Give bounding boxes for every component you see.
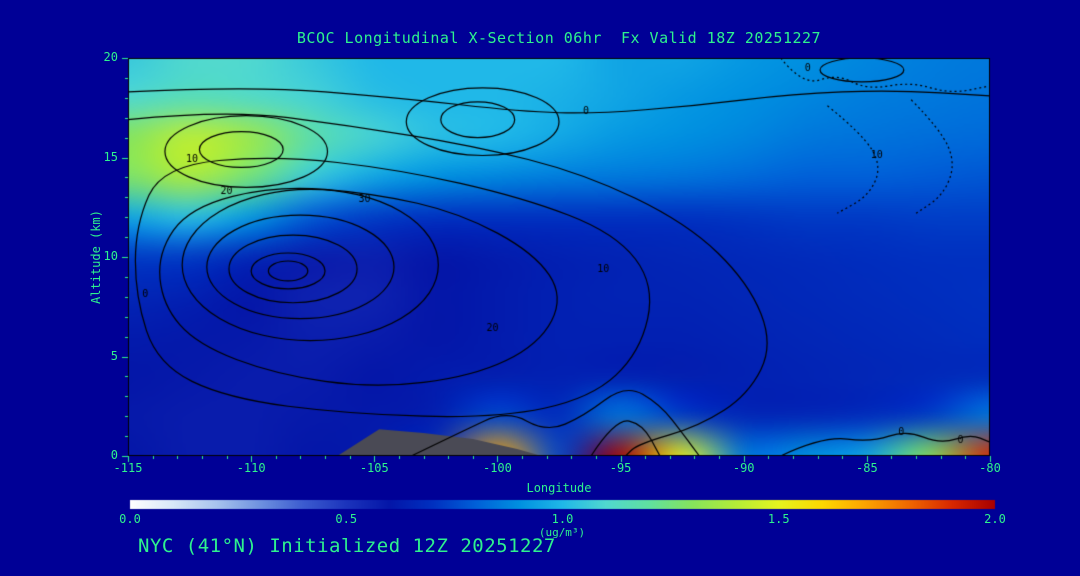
y-axis-tick-label: 20 [103,50,118,64]
colorbar-tick-label: 1.5 [767,512,790,526]
colorbar-tick-label: 2.0 [984,512,1006,526]
colorbar-unit-label: (ug/m³) [538,526,586,539]
x-axis-tick-label: -100 [482,461,512,475]
y-axis-title: Altitude (km) [89,210,103,304]
y-axis-tick-label: 10 [103,249,118,263]
y-axis-tick-label: 5 [110,348,118,363]
plot-title: BCOC Longitudinal X-Section 06hr Fx Vali… [296,29,822,47]
y-axis-tick-label: 0 [110,448,118,462]
x-axis-tick-label: -90 [732,461,755,475]
x-axis-tick-label: -95 [609,461,632,475]
y-axis-tick-label: 15 [103,149,118,164]
x-axis-tick-label: -85 [856,461,878,475]
footer-status-line: NYC (41°N) Initialized 12Z 20251227 [138,535,556,557]
x-axis-title: Longitude [526,481,592,495]
x-axis-tick-label: -105 [359,461,389,475]
x-axis-tick-label: -80 [979,461,1001,475]
colorbar-tick-label: 0.5 [335,512,358,526]
colorbar-tick-label: 0.0 [119,512,141,526]
x-axis-tick-label: -115 [113,461,143,475]
colorbar-tick-label: 1.0 [551,512,574,526]
x-axis-tick-label: -110 [236,461,266,475]
